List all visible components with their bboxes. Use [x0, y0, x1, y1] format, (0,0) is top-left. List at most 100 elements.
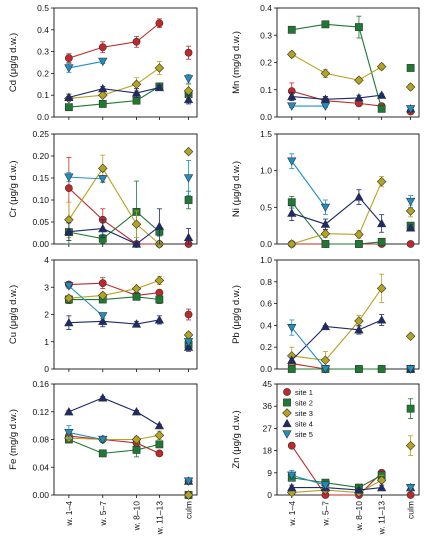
y-tick-label: 3 [44, 282, 49, 292]
y-tick-label: 0.10 [32, 195, 49, 205]
data-point [287, 355, 297, 364]
series-s2 [64, 292, 193, 349]
data-point [131, 239, 142, 248]
y-tick-label: 0.20 [32, 151, 49, 161]
data-point [320, 102, 331, 111]
data-point [405, 440, 416, 451]
chart-panel-4: 0.0 0.5 1.0 1.5 Ni (μg/g d.w.) [231, 129, 420, 249]
series-s5 [64, 425, 194, 486]
y-tick-label: 0.3 [260, 30, 272, 40]
data-point [64, 184, 73, 193]
data-point [131, 406, 142, 416]
y-axis-label: Cr (μg/g d.w.) [8, 160, 19, 217]
data-point [98, 163, 108, 174]
series-line [68, 435, 160, 454]
data-point [320, 481, 331, 490]
series-s5 [287, 319, 416, 374]
y-tick-label: 0.15 [32, 173, 49, 183]
data-point [98, 223, 108, 233]
series-s2 [64, 435, 193, 499]
series-s1 [287, 441, 415, 499]
series-s5 [287, 102, 416, 114]
data-point [183, 174, 194, 183]
data-point [98, 435, 108, 445]
data-point [64, 92, 74, 101]
y-tick-label: 0.00 [32, 239, 49, 249]
y-tick-label: 0.1 [37, 90, 49, 100]
data-point [377, 237, 386, 246]
data-point [184, 196, 193, 204]
data-point [355, 365, 363, 373]
plot-frame [276, 133, 420, 245]
plot-frame [276, 7, 420, 118]
data-point [406, 404, 415, 413]
data-point [354, 93, 364, 102]
data-point [64, 293, 74, 303]
series-s4 [287, 314, 416, 373]
data-point [98, 312, 108, 321]
data-point [183, 94, 194, 104]
series-line [291, 319, 382, 361]
series-line [68, 86, 160, 108]
x-tick-label: w. 8–10 [132, 501, 142, 532]
data-point [98, 43, 107, 52]
series-s4 [64, 315, 194, 352]
y-tick-label: 0.4 [37, 25, 49, 35]
legend-marker [282, 408, 292, 418]
y-tick-label: 0.05 [32, 217, 49, 227]
y-axis-label: Fe (mg/g d.w.) [8, 409, 19, 470]
y-axis-label: Cu (μg/g d.w.) [8, 285, 19, 344]
x-tick-label: w. 1–4 [287, 501, 297, 527]
data-point [405, 223, 416, 232]
series-s5 [64, 57, 194, 84]
data-point [287, 198, 296, 207]
y-tick-label: 2 [44, 310, 49, 320]
y-tick-label: 0 [267, 490, 272, 500]
data-point [355, 240, 363, 248]
y-tick-label: 0.5 [37, 3, 49, 13]
legend-label: site 3 [295, 409, 313, 418]
data-point [64, 54, 73, 63]
series-s3 [64, 430, 194, 500]
y-tick-label: 0.2 [260, 342, 272, 352]
data-point [131, 434, 142, 445]
data-point [183, 477, 194, 486]
x-tick-label: w. 5–7 [320, 501, 330, 527]
legend-label: site 2 [295, 398, 313, 407]
y-tick-label: 0.04 [32, 462, 49, 472]
y-axis-label: Mn (mg/g d.w.) [231, 31, 242, 94]
data-point [377, 90, 387, 99]
y-tick-label: 1.5 [260, 129, 272, 139]
data-point [98, 290, 108, 301]
data-point [154, 275, 165, 286]
data-point [287, 157, 297, 166]
series-line [68, 296, 160, 301]
data-point [405, 206, 416, 216]
x-tick-label: w. 5–7 [98, 501, 108, 527]
x-tick-label: culm [406, 501, 416, 519]
data-point [155, 19, 164, 28]
series-s4 [287, 482, 416, 494]
data-point [354, 75, 364, 85]
series-line [291, 196, 383, 225]
x-tick-label: culm [184, 501, 194, 519]
data-point [377, 365, 386, 373]
data-point [377, 218, 387, 228]
data-point [377, 104, 386, 113]
y-tick-label: 0.0 [37, 112, 49, 122]
x-tick-label: w. 11–13 [377, 501, 387, 536]
series-line [68, 87, 160, 98]
data-point [64, 282, 74, 291]
series-s5 [287, 469, 416, 493]
data-point [131, 319, 142, 328]
y-tick-label: 9 [267, 468, 272, 478]
y-axis-label: Cd (μg/g d.w.) [8, 33, 19, 92]
series-s4 [64, 208, 194, 248]
y-tick-label: 0.16 [32, 379, 49, 389]
series-line [291, 487, 382, 491]
chart-panel-1: 0.0 0.1 0.2 0.3 0.4 0.5 Cd (μg/g d.w.) [8, 3, 198, 122]
data-point [183, 146, 194, 157]
data-point [405, 365, 416, 374]
